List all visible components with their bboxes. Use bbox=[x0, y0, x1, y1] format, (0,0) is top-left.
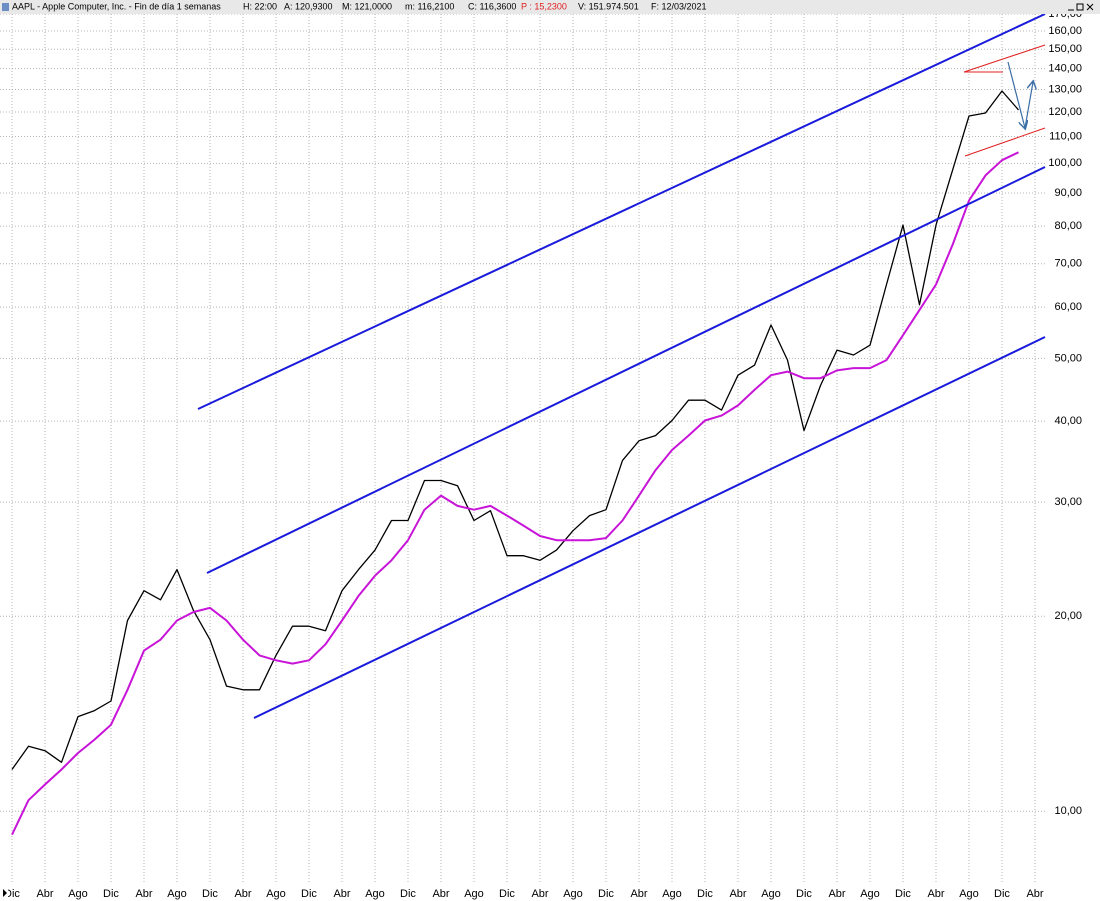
x-tick-label: Ago bbox=[266, 888, 286, 900]
x-tick-label: Ago bbox=[761, 888, 781, 900]
x-tick-label: Abr bbox=[432, 888, 449, 900]
y-tick-label: 80,00 bbox=[1054, 220, 1082, 232]
channel-line bbox=[206, 166, 1046, 574]
red-line bbox=[963, 44, 1046, 73]
y-tick-label: 110,00 bbox=[1049, 130, 1082, 142]
x-tick-label: Abr bbox=[531, 888, 548, 900]
y-tick-label: 140,00 bbox=[1048, 63, 1082, 75]
close-button[interactable] bbox=[1086, 3, 1094, 11]
y-tick-label: 30,00 bbox=[1054, 496, 1082, 508]
y-tick-label: 120,00 bbox=[1048, 106, 1082, 118]
x-tick-label: Abr bbox=[729, 888, 746, 900]
x-tick-label: Abr bbox=[36, 888, 53, 900]
x-tick-label: Ago bbox=[860, 888, 880, 900]
x-tick-label: Abr bbox=[630, 888, 647, 900]
y-tick-label: 50,00 bbox=[1054, 352, 1082, 364]
trend-lines bbox=[197, 13, 1046, 719]
arrow bbox=[1024, 82, 1033, 129]
price-line bbox=[11, 90, 1019, 770]
x-tick-label: Ago bbox=[167, 888, 187, 900]
header-item: V: 151.974.501 bbox=[578, 1, 639, 11]
y-tick-label: 160,00 bbox=[1048, 25, 1082, 37]
maximize-button[interactable] bbox=[1076, 3, 1084, 11]
x-tick-label: Ago bbox=[959, 888, 979, 900]
header: AAPL - Apple Computer, Inc. - Fin de día… bbox=[0, 0, 1100, 14]
header-item: m: 116,2100 bbox=[405, 1, 454, 11]
x-tick-label: Abr bbox=[135, 888, 152, 900]
x-tick-label: Dic bbox=[895, 888, 911, 900]
header-item: H: 22:00 bbox=[243, 1, 277, 11]
x-tick-label: Dic bbox=[400, 888, 416, 900]
header-icon bbox=[2, 3, 9, 11]
x-tick-label: Ago bbox=[365, 888, 385, 900]
header-item: P : 15,2300 bbox=[521, 1, 567, 11]
x-tick-label: Dic bbox=[697, 888, 713, 900]
x-tick-label: Ago bbox=[68, 888, 88, 900]
header-item: M: 121,0000 bbox=[342, 1, 392, 11]
y-tick-label: 130,00 bbox=[1048, 83, 1082, 95]
x-tick-label: Abr bbox=[828, 888, 845, 900]
x-tick-label: Dic bbox=[103, 888, 119, 900]
y-tick-label: 40,00 bbox=[1054, 415, 1082, 427]
y-tick-label: 20,00 bbox=[1054, 610, 1082, 622]
header-item: C: 116,3600 bbox=[468, 1, 516, 11]
x-tick-label: Ago bbox=[464, 888, 484, 900]
y-tick-label: 70,00 bbox=[1054, 258, 1082, 270]
y-tick-label: 10,00 bbox=[1054, 805, 1082, 817]
channel-line bbox=[197, 13, 1046, 410]
channel-line bbox=[253, 336, 1046, 719]
red-line bbox=[964, 127, 1046, 157]
x-tick-label: Abr bbox=[927, 888, 944, 900]
header-item: A: 120,9300 bbox=[284, 1, 333, 11]
price-line bbox=[11, 151, 1019, 836]
y-tick-label: 150,00 bbox=[1048, 43, 1082, 55]
y-tick-label: 100,00 bbox=[1048, 157, 1082, 169]
header-item: F: 12/03/2021 bbox=[651, 1, 707, 11]
x-tick-label: Abr bbox=[1026, 888, 1043, 900]
scroll-icon bbox=[3, 889, 7, 897]
x-tick-label: Abr bbox=[333, 888, 350, 900]
header-bar bbox=[0, 0, 1100, 14]
x-tick-label: Dic bbox=[4, 888, 20, 900]
arrow bbox=[1007, 61, 1025, 128]
x-tick-label: Abr bbox=[234, 888, 251, 900]
x-tick-label: Dic bbox=[994, 888, 1010, 900]
y-tick-label: 60,00 bbox=[1054, 301, 1082, 313]
header-title: AAPL - Apple Computer, Inc. - Fin de día… bbox=[12, 1, 221, 11]
x-tick-label: Dic bbox=[499, 888, 515, 900]
y-tick-label: 90,00 bbox=[1054, 187, 1082, 199]
x-tick-label: Ago bbox=[662, 888, 682, 900]
x-tick-label: Ago bbox=[563, 888, 583, 900]
x-tick-label: Dic bbox=[796, 888, 812, 900]
x-tick-label: Dic bbox=[598, 888, 614, 900]
x-tick-label: Dic bbox=[202, 888, 218, 900]
x-tick-label: Dic bbox=[301, 888, 317, 900]
